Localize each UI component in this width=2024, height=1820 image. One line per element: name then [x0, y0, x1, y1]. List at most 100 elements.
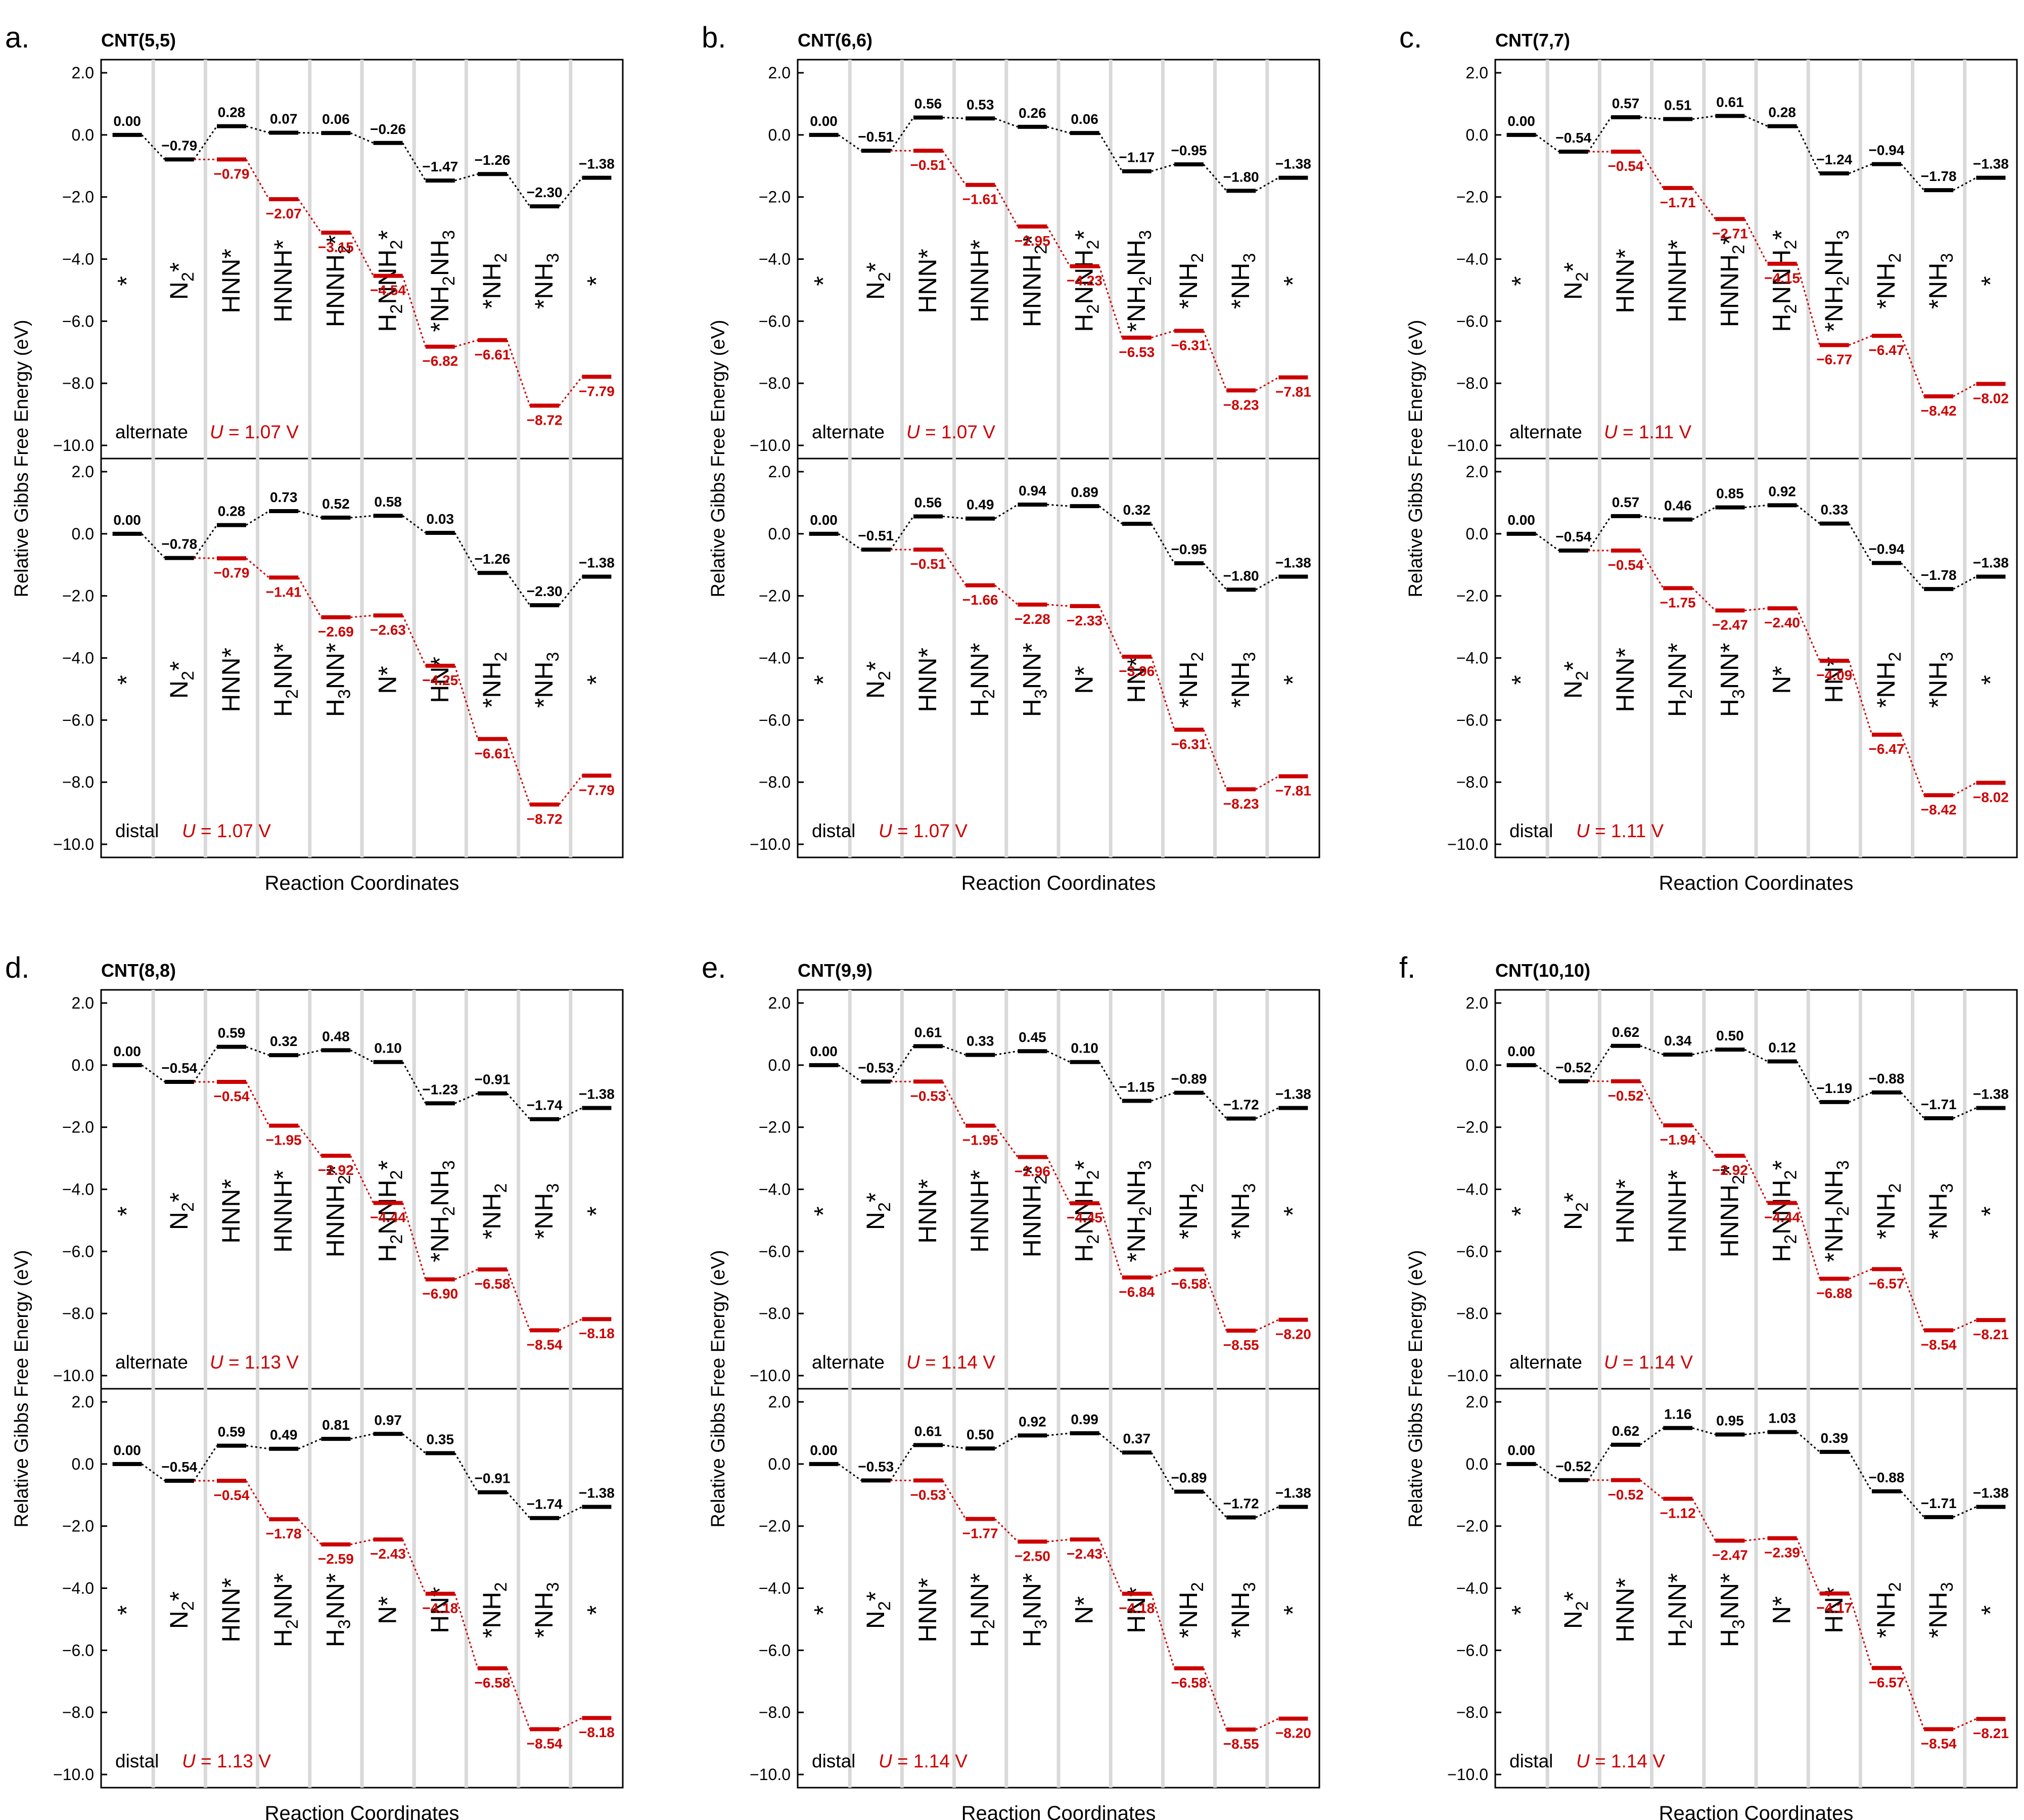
species-label: * [809, 276, 838, 286]
species-label: *NH2 [1872, 253, 1905, 309]
panel-cnt-7-7-: c. CNT(7,7) Relative Gibbs Free Energy (eV… [1399, 21, 2018, 894]
species-label: H2NNH2* [374, 1160, 406, 1262]
red-connector [1692, 587, 1716, 611]
panel-letter: f. [1399, 951, 1415, 984]
red-connector [559, 376, 583, 406]
red-connector [994, 1125, 1019, 1158]
black-value: −0.52 [1555, 1459, 1591, 1474]
species-label: * [1976, 1605, 2004, 1615]
red-value: −4.25 [422, 672, 458, 688]
species-label: H2NN* [269, 1573, 302, 1648]
red-connector [1203, 1269, 1227, 1331]
black-connector [246, 1445, 269, 1450]
y-tick-label: −8.0 [1456, 1703, 1488, 1721]
red-connector [402, 615, 427, 666]
red-value: −1.71 [1660, 195, 1696, 210]
black-value: 0.00 [1507, 1043, 1535, 1059]
black-connector [506, 173, 531, 207]
red-connector [1848, 660, 1873, 735]
black-value: 0.00 [113, 1043, 141, 1059]
black-value: 0.00 [113, 113, 141, 129]
species-label: *NH2 [1174, 1582, 1207, 1639]
species-label: H3NN* [1018, 643, 1050, 717]
subplot-alternate: 2.0 0.0 −2.0 −4.0 −6.0 −8.0 −10.0 * N2* HNN* HNNH*… [1447, 994, 2009, 1385]
potential-label: U = 1.07 V [879, 821, 968, 841]
black-connector [1047, 126, 1070, 134]
red-connector [1848, 1593, 1873, 1668]
species-label: N2* [165, 661, 198, 699]
y-tick-label: −10.0 [750, 835, 791, 853]
y-tick-label: 0.0 [72, 525, 94, 543]
species-label: * [113, 675, 141, 685]
black-value: −1.80 [1223, 568, 1259, 583]
species-label: H2NNH2* [1768, 1160, 1801, 1262]
red-connector [1151, 656, 1175, 730]
black-connector [1640, 1427, 1664, 1445]
black-connector [1744, 504, 1768, 509]
species-label: * [1507, 1605, 1535, 1615]
black-connector [1692, 115, 1716, 120]
y-tick-label: −2.0 [759, 1118, 791, 1136]
red-value: −6.82 [422, 353, 458, 369]
red-connector [1796, 1538, 1821, 1594]
red-connector [298, 1125, 322, 1157]
red-value: −6.77 [1816, 352, 1852, 368]
red-value: −8.21 [1973, 1725, 2009, 1741]
black-connector [141, 1463, 165, 1482]
red-value: −2.43 [370, 1546, 406, 1562]
panel-title: CNT(10,10) [1495, 960, 1590, 981]
species-label: N2* [861, 1193, 894, 1231]
red-value: −6.58 [475, 1276, 511, 1292]
y-tick-label: −8.0 [62, 1703, 94, 1721]
black-value: 0.33 [1821, 502, 1849, 518]
black-value: −1.80 [1223, 169, 1259, 185]
black-connector [454, 1452, 479, 1493]
black-value: 0.94 [1019, 483, 1046, 498]
species-label: HNN* [913, 1578, 942, 1643]
black-value: 0.58 [374, 494, 402, 510]
black-value: 0.28 [218, 504, 246, 519]
x-axis-label: Reaction Coordinates [265, 872, 459, 894]
red-value: −1.77 [962, 1526, 998, 1541]
y-tick-label: −8.0 [759, 374, 791, 392]
black-value: −0.78 [161, 536, 197, 552]
red-value: −6.31 [1171, 337, 1207, 353]
red-connector [298, 1519, 322, 1545]
y-tick-label: −6.0 [1456, 711, 1488, 729]
red-connector [1203, 330, 1227, 391]
species-label: * [582, 675, 610, 685]
species-label: HNNH2* [321, 1165, 354, 1257]
red-value: −4.45 [1067, 1210, 1102, 1225]
y-tick-label: −10.0 [750, 436, 791, 454]
species-label: HNN* [217, 648, 245, 712]
potential-label: U = 1.11 V [1576, 821, 1664, 841]
red-value: −0.79 [214, 565, 250, 580]
species-label: N* [1070, 666, 1098, 694]
species-label: H3NN* [1715, 643, 1748, 717]
red-value: −8.20 [1275, 1725, 1311, 1741]
species-label: HNN* [1611, 1578, 1639, 1643]
y-tick-label: −10.0 [750, 1367, 791, 1385]
species-label: HNN* [217, 1179, 245, 1244]
red-value: −1.66 [962, 592, 998, 608]
species-label: H2NN* [1663, 1573, 1696, 1648]
black-connector [890, 117, 914, 152]
black-value: −0.89 [1171, 1071, 1207, 1086]
red-value: −2.95 [1015, 233, 1050, 249]
species-label: *NH2NH3 [1820, 1160, 1853, 1262]
species-label: HNN* [217, 249, 245, 313]
mechanism-label: alternate [812, 422, 885, 442]
black-value: 0.49 [270, 1427, 298, 1443]
black-connector [1535, 533, 1559, 552]
black-value: 0.32 [270, 1033, 298, 1049]
black-value: 0.00 [113, 512, 141, 528]
red-value: −4.23 [1067, 273, 1102, 289]
mechanism-label: alternate [1509, 1352, 1582, 1373]
y-tick-label: −4.0 [759, 1180, 791, 1199]
red-value: −2.28 [1015, 611, 1050, 627]
black-connector [506, 572, 531, 606]
mechanism-label: distal [812, 821, 855, 841]
red-connector [402, 1539, 427, 1595]
y-tick-label: 0.0 [768, 126, 791, 144]
species-label: * [1278, 675, 1307, 685]
